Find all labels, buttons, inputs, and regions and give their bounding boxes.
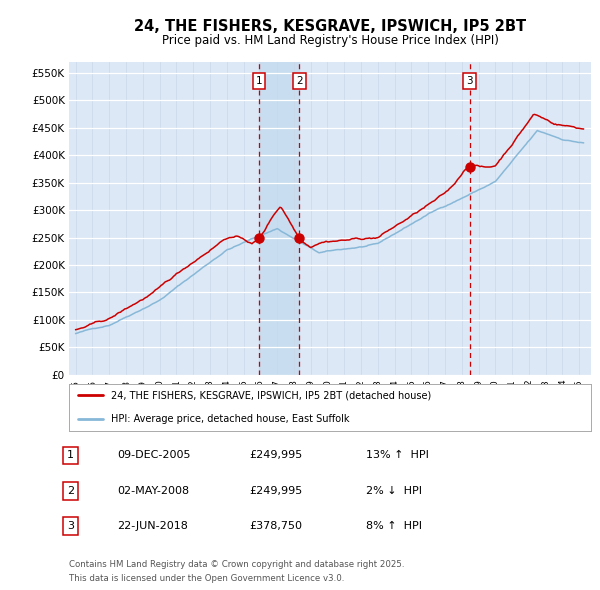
Text: 1: 1	[67, 451, 74, 460]
Bar	[259, 62, 299, 375]
Text: 2: 2	[67, 486, 74, 496]
Text: £249,995: £249,995	[249, 451, 302, 460]
Text: 02-MAY-2008: 02-MAY-2008	[117, 486, 189, 496]
Text: 09-DEC-2005: 09-DEC-2005	[117, 451, 191, 460]
Text: 24, THE FISHERS, KESGRAVE, IPSWICH, IP5 2BT: 24, THE FISHERS, KESGRAVE, IPSWICH, IP5 …	[134, 19, 526, 34]
Text: 2: 2	[296, 76, 303, 86]
Text: This data is licensed under the Open Government Licence v3.0.: This data is licensed under the Open Gov…	[69, 573, 344, 583]
Text: 8% ↑  HPI: 8% ↑ HPI	[366, 522, 422, 531]
Text: 24, THE FISHERS, KESGRAVE, IPSWICH, IP5 2BT (detached house): 24, THE FISHERS, KESGRAVE, IPSWICH, IP5 …	[111, 391, 431, 400]
Text: 2% ↓  HPI: 2% ↓ HPI	[366, 486, 422, 496]
Text: 13% ↑  HPI: 13% ↑ HPI	[366, 451, 429, 460]
Text: HPI: Average price, detached house, East Suffolk: HPI: Average price, detached house, East…	[111, 414, 349, 424]
Text: 1: 1	[256, 76, 262, 86]
Text: £249,995: £249,995	[249, 486, 302, 496]
Text: £378,750: £378,750	[249, 522, 302, 531]
Text: Price paid vs. HM Land Registry's House Price Index (HPI): Price paid vs. HM Land Registry's House …	[161, 34, 499, 47]
Text: Contains HM Land Registry data © Crown copyright and database right 2025.: Contains HM Land Registry data © Crown c…	[69, 559, 404, 569]
Text: 3: 3	[466, 76, 473, 86]
Text: 22-JUN-2018: 22-JUN-2018	[117, 522, 188, 531]
Text: 3: 3	[67, 522, 74, 531]
